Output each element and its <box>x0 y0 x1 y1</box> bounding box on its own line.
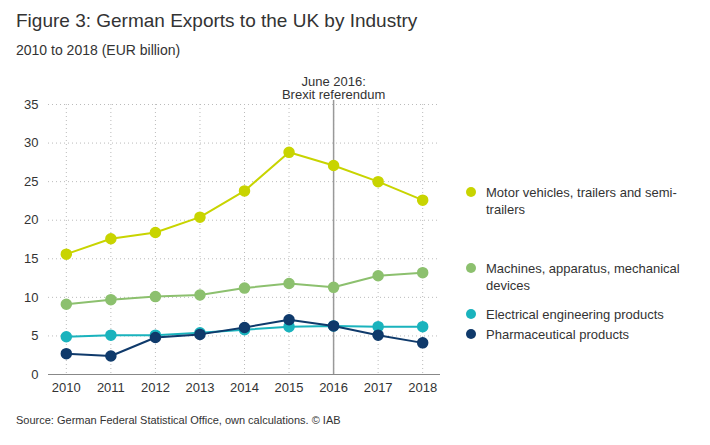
html-text:Figure 3: German Exports to th: Figure 3: German Exports to the UK by In… <box>16 10 418 31</box>
html-text:Motor vehicles, trailers and s: Motor vehicles, trailers and semi-traile… <box>486 185 677 217</box>
svg-text:20: 20 <box>24 212 38 227</box>
svg-text:June 2016:Brexit referendum: June 2016:Brexit referendum <box>282 74 385 102</box>
html-text:Source: German Federal Statist: Source: German Federal Statistical Offic… <box>16 414 341 426</box>
html-text:2010 to 2018 (EUR billion): 2010 to 2018 (EUR billion) <box>16 42 181 58</box>
svg-text:2011: 2011 <box>97 380 125 395</box>
svg-text:0: 0 <box>31 367 38 382</box>
svg-text:2016: 2016 <box>319 380 348 395</box>
svg-text:2018: 2018 <box>408 380 437 395</box>
svg-text:30: 30 <box>24 135 38 150</box>
svg-text:2012: 2012 <box>141 380 170 395</box>
html-text:Electrical engineering product: Electrical engineering products <box>486 307 664 322</box>
svg-text:2010: 2010 <box>52 380 81 395</box>
svg-text:35: 35 <box>24 97 38 112</box>
html-text:Pharmaceutical products: Pharmaceutical products <box>486 327 630 342</box>
svg-text:2013: 2013 <box>185 380 214 395</box>
svg-text:25: 25 <box>24 174 38 189</box>
svg-text:2014: 2014 <box>230 380 259 395</box>
svg-text:2017: 2017 <box>364 380 393 395</box>
svg-text:5: 5 <box>31 328 38 343</box>
svg-text:2015: 2015 <box>275 380 304 395</box>
svg-text:10: 10 <box>24 290 38 305</box>
html-text:Machines, apparatus, mechanica: Machines, apparatus, mechanical devices <box>486 261 680 293</box>
svg-text:15: 15 <box>24 251 38 266</box>
